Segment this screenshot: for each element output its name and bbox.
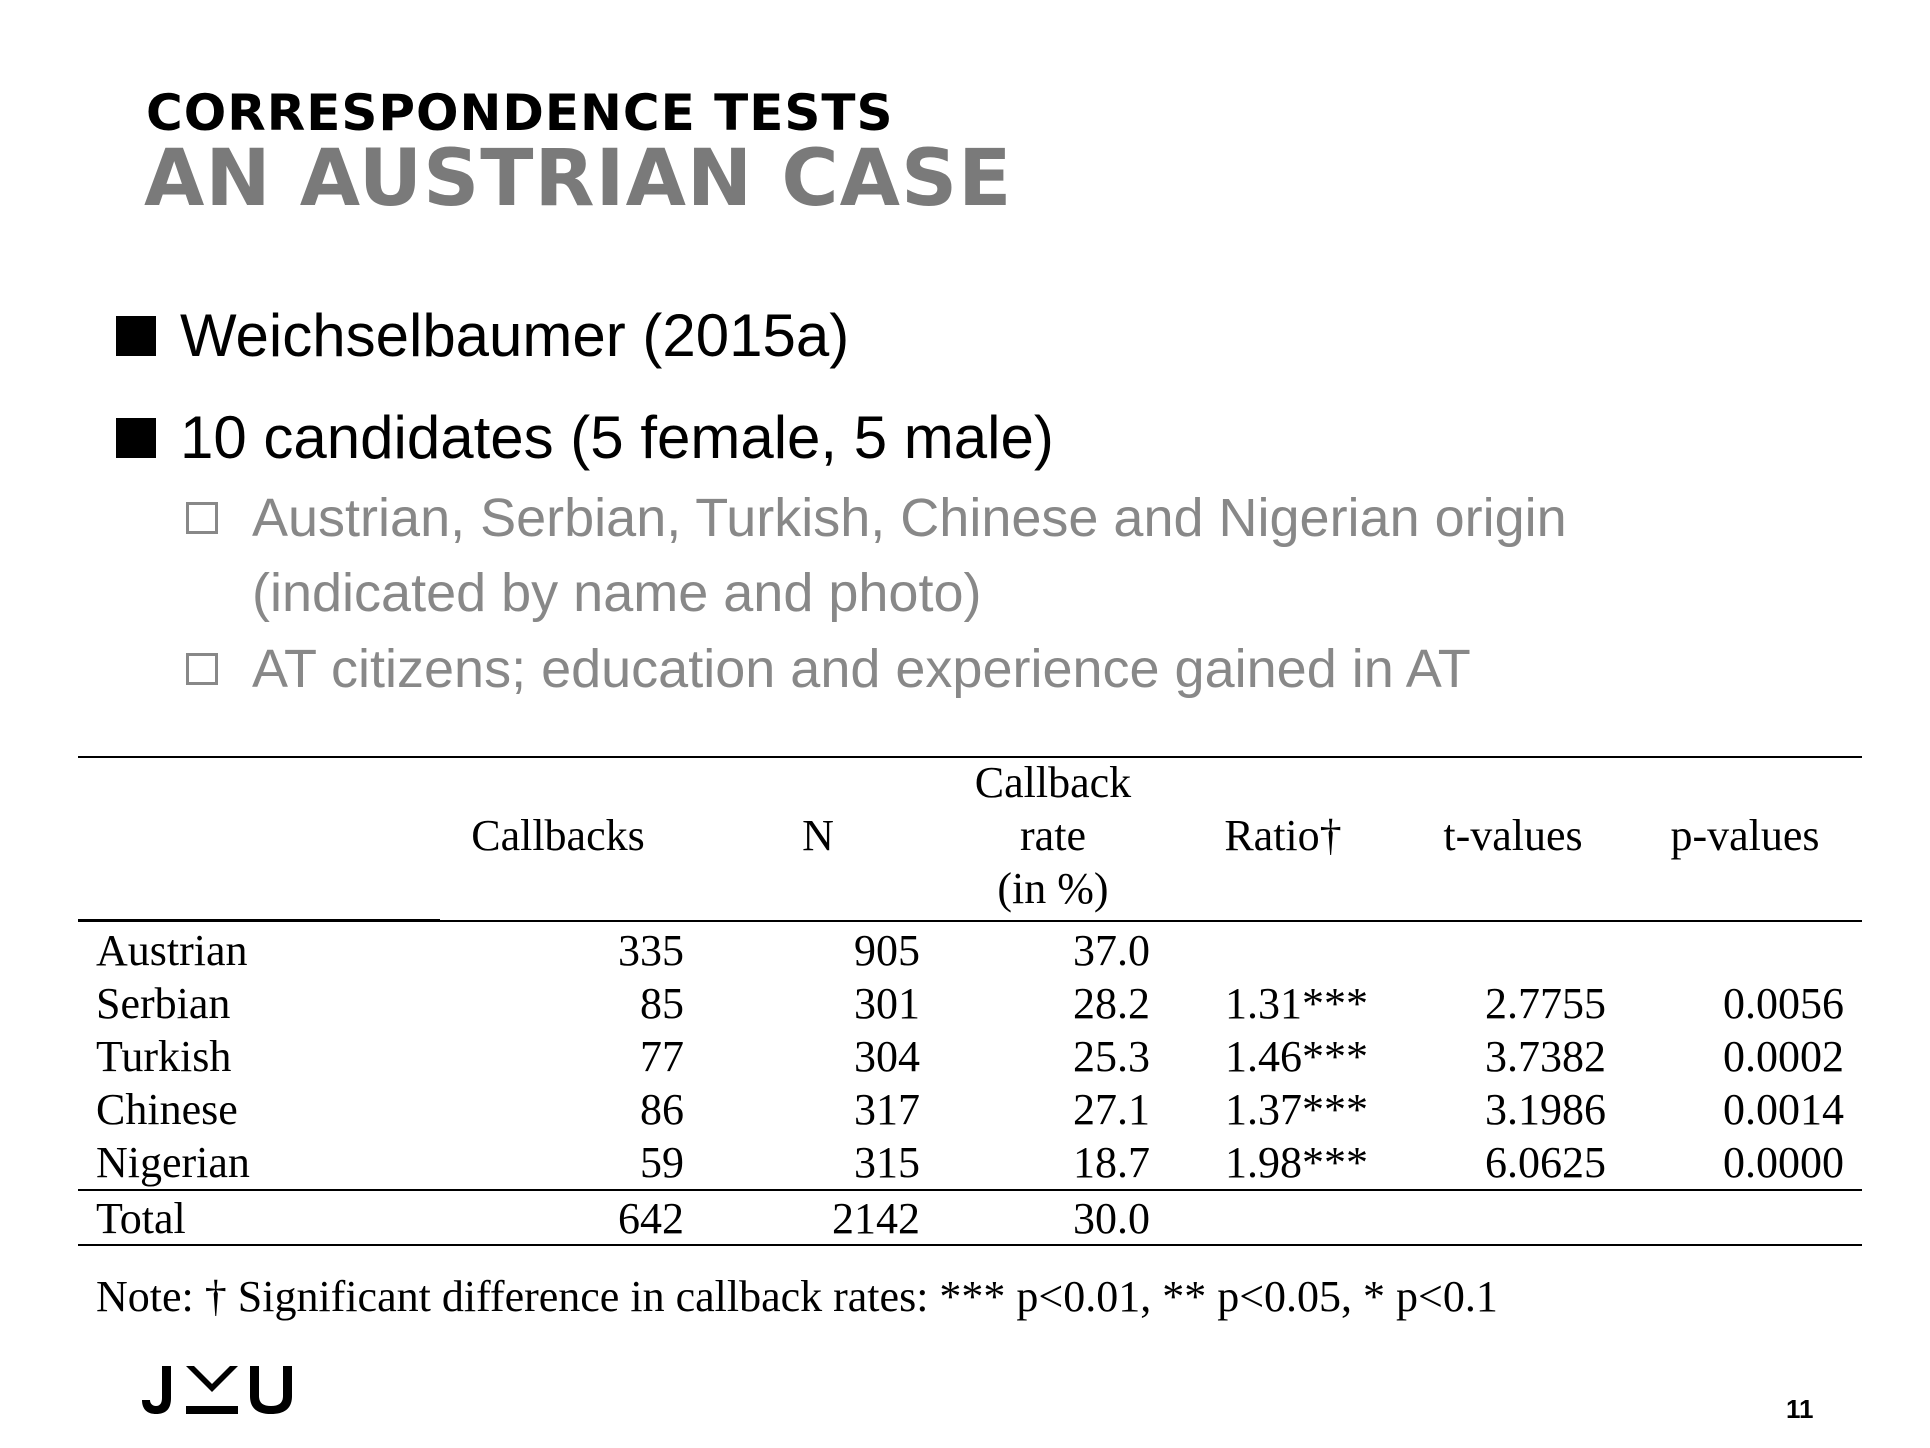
header-n: N [802, 811, 834, 860]
row-n: 905 [854, 926, 920, 975]
row-callbacks: 86 [640, 1085, 684, 1134]
total-top-rule [78, 1189, 1862, 1191]
sub-bullet-1-continuation: (indicated by name and photo) [252, 563, 982, 623]
bullet-1: Weichselbaumer (2015a) [116, 306, 849, 366]
jku-logo-icon [142, 1366, 292, 1414]
row-callbacks: 85 [640, 979, 684, 1028]
header-callbacks: Callbacks [471, 811, 645, 860]
row-label: Nigerian [96, 1138, 250, 1187]
header-tvalues: t-values [1443, 811, 1583, 860]
row-callbacks: 59 [640, 1138, 684, 1187]
row-ratio: 1.98*** [1225, 1138, 1368, 1187]
header-rate-line1: Callback [974, 758, 1132, 807]
slide-title-line2: AN AUSTRIAN CASE [144, 134, 1013, 224]
row-n: 301 [854, 979, 920, 1028]
filled-square-bullet-icon [116, 316, 156, 356]
row-tvalue: 2.7755 [1485, 979, 1606, 1028]
total-callbacks: 642 [618, 1194, 684, 1243]
bullet-2-text: 10 candidates (5 female, 5 male) [180, 404, 1054, 471]
row-rate: 25.3 [1073, 1032, 1150, 1081]
row-pvalue: 0.0056 [1723, 979, 1844, 1028]
header-pvalues: p-values [1670, 811, 1820, 860]
total-label: Total [96, 1194, 186, 1243]
table-top-rule [78, 756, 1862, 758]
row-rate: 27.1 [1073, 1085, 1150, 1134]
row-n: 315 [854, 1138, 920, 1187]
bullet-1-text: Weichselbaumer (2015a) [180, 302, 850, 369]
hollow-square-bullet-icon [186, 653, 218, 685]
filled-square-bullet-icon [116, 418, 156, 458]
total-n: 2142 [832, 1194, 920, 1243]
hollow-square-bullet-icon [186, 502, 218, 534]
row-tvalue: 3.7382 [1485, 1032, 1606, 1081]
header-rate-line2: rate [1020, 811, 1086, 860]
sub-bullet-1-text: Austrian, Serbian, Turkish, Chinese and … [252, 488, 1567, 548]
header-rate-line3: (in %) [997, 864, 1109, 913]
row-callbacks: 77 [640, 1032, 684, 1081]
page-number: 11 [1786, 1394, 1814, 1424]
row-ratio: 1.37*** [1225, 1085, 1368, 1134]
row-rate: 28.2 [1073, 979, 1150, 1028]
row-label: Turkish [96, 1032, 232, 1081]
bullet-2: 10 candidates (5 female, 5 male) [116, 408, 1054, 468]
table-note: Note: † Significant difference in callba… [96, 1272, 1498, 1321]
jku-logo [138, 1364, 304, 1421]
header-ratio: Ratio† [1224, 811, 1342, 860]
row-n: 304 [854, 1032, 920, 1081]
row-callbacks: 335 [618, 926, 684, 975]
sub-bullet-1: Austrian, Serbian, Turkish, Chinese and … [186, 491, 1567, 545]
row-pvalue: 0.0014 [1723, 1085, 1844, 1134]
slide-title-line1: CORRESPONDENCE TESTS [146, 84, 894, 142]
row-label: Chinese [96, 1085, 238, 1134]
row-pvalue: 0.0000 [1723, 1138, 1844, 1187]
sub-bullet-2-text: AT citizens; education and experience ga… [252, 639, 1471, 699]
row-tvalue: 6.0625 [1485, 1138, 1606, 1187]
total-rate: 30.0 [1073, 1194, 1150, 1243]
row-rate: 37.0 [1073, 926, 1150, 975]
row-n: 317 [854, 1085, 920, 1134]
row-tvalue: 3.1986 [1485, 1085, 1606, 1134]
row-ratio: 1.46*** [1225, 1032, 1368, 1081]
row-rate: 18.7 [1073, 1138, 1150, 1187]
table-bottom-rule [78, 1244, 1862, 1246]
row-pvalue: 0.0002 [1723, 1032, 1844, 1081]
row-ratio: 1.31*** [1225, 979, 1368, 1028]
row-label: Serbian [96, 979, 231, 1028]
row-label: Austrian [96, 926, 248, 975]
header-bottom-rule [78, 920, 1862, 922]
sub-bullet-2: AT citizens; education and experience ga… [186, 642, 1471, 696]
